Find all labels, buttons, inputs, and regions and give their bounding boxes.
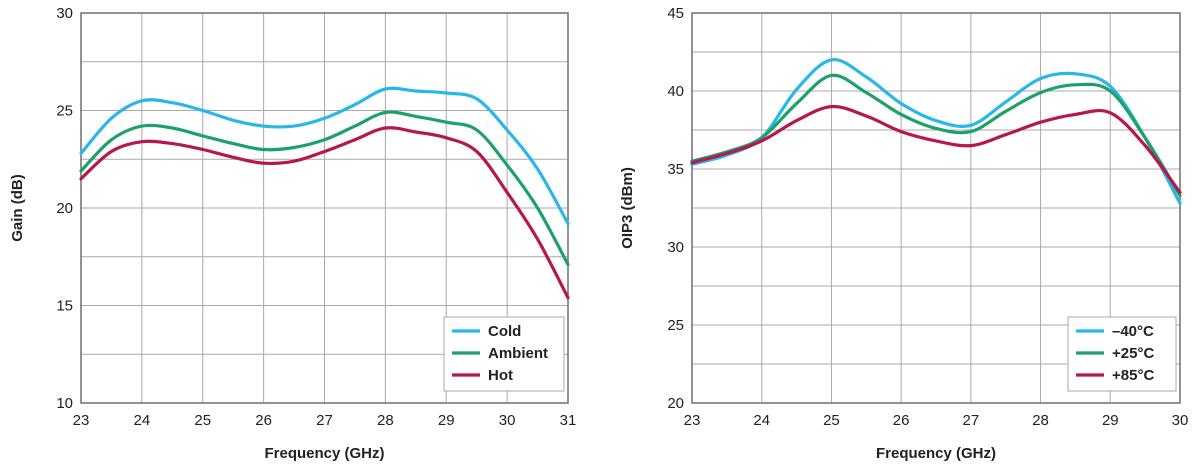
chart2-y-tick-label-25: 25 [667,317,684,334]
chart1-x-tick-label-26: 26 [255,412,272,429]
chart1-y-tick-label-15: 15 [56,298,73,315]
chart1-axes-frame [80,12,569,404]
chart2-x-tick-label-29: 29 [1102,412,1119,429]
chart2-y-tick-label-40: 40 [667,83,684,100]
chart2-y-tick-label-45: 45 [667,5,684,22]
chart1-x-tick-label-23: 23 [73,412,90,429]
chart1-y-axis-label: Gain (dB) [9,174,26,242]
chart2-x-tick-label-23: 23 [684,412,701,429]
chart1-x-tick-label-31: 31 [560,412,577,429]
chart2-x-tick-label-24: 24 [753,412,770,429]
chart1-series-line-3 [79,126,570,300]
chart1-x-tick-label-29: 29 [438,412,455,429]
chart1-x-tick-label-25: 25 [194,412,211,429]
chart1-x-tick-label-30: 30 [499,412,516,429]
chart2-y-tick-label-35: 35 [667,161,684,178]
chart2-axes-frame [691,12,1181,404]
chart2-legend-label-2: +25°C [1112,345,1154,362]
chart1-x-tick-label-27: 27 [316,412,333,429]
chart2-series-line-3 [690,104,1182,194]
chart2-x-tick-label-26: 26 [893,412,910,429]
chart2-legend-label-3: +85°C [1112,367,1154,384]
chart1-x-axis-label: Frequency (GHz) [264,445,384,462]
chart1-y-tick-label-10: 10 [56,395,73,412]
chart2-x-tick-label-27: 27 [963,412,980,429]
chart2-x-axis-label: Frequency (GHz) [876,445,996,462]
chart2-series-line-1 [690,58,1182,205]
chart1-legend-label-2: Ambient [488,345,548,362]
chart1-series-line-2 [79,110,570,267]
chart1-y-tick-label-20: 20 [56,200,73,217]
chart1-x-tick-label-28: 28 [377,412,394,429]
chart1-y-tick-label-30: 30 [56,5,73,22]
chart2-series-line-2 [690,73,1182,198]
chart2-legend-label-1: –40°C [1112,323,1154,340]
chart2-x-tick-label-28: 28 [1032,412,1049,429]
chart2-x-tick-label-30: 30 [1172,412,1189,429]
chart2-y-tick-label-30: 30 [667,239,684,256]
chart1-series-line-1 [79,86,570,226]
chart2-y-tick-label-20: 20 [667,395,684,412]
chart1-x-tick-label-24: 24 [134,412,151,429]
chart2-x-tick-label-25: 25 [823,412,840,429]
chart1-y-tick-label-25: 25 [56,103,73,120]
chart1-legend-label-1: Cold [488,323,521,340]
chart2-y-axis-label: OIP3 (dBm) [619,167,636,249]
chart1-legend-label-3: Hot [488,367,513,384]
